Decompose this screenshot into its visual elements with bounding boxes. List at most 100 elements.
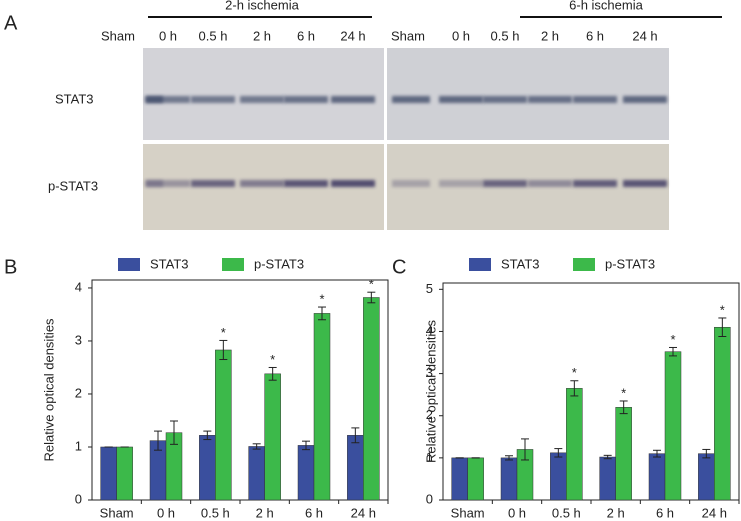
band bbox=[439, 180, 483, 187]
bar bbox=[714, 326, 731, 501]
bar bbox=[116, 446, 133, 501]
lane-label: 2 h bbox=[541, 28, 559, 43]
band bbox=[240, 180, 284, 187]
band bbox=[392, 180, 430, 187]
y-tick-label: 2 bbox=[426, 407, 433, 422]
error-bar bbox=[619, 400, 628, 415]
band bbox=[439, 96, 483, 103]
band bbox=[573, 96, 617, 103]
significance-marker: * bbox=[369, 277, 374, 292]
bar bbox=[248, 446, 265, 501]
bar bbox=[313, 313, 331, 501]
group-label: 6-h ischemia bbox=[569, 0, 643, 12]
band bbox=[331, 180, 375, 187]
error-bar bbox=[203, 430, 212, 441]
error-bar bbox=[252, 443, 261, 450]
significance-marker: * bbox=[572, 365, 577, 380]
significance-marker: * bbox=[720, 302, 725, 317]
blot-image bbox=[143, 48, 384, 140]
legend-swatch bbox=[118, 258, 140, 271]
y-tick-label: 0 bbox=[426, 491, 433, 506]
bar bbox=[550, 452, 567, 501]
significance-marker: * bbox=[670, 332, 675, 347]
error-bar bbox=[554, 448, 563, 458]
bar bbox=[363, 297, 380, 501]
significance-marker: * bbox=[621, 385, 626, 400]
x-tick-label: 2 h bbox=[607, 505, 625, 520]
y-tick-label: 4 bbox=[426, 323, 433, 338]
error-bar bbox=[521, 438, 529, 461]
y-tick-label: 5 bbox=[426, 281, 433, 296]
band bbox=[623, 180, 667, 187]
y-tick-label: 2 bbox=[75, 385, 82, 400]
bar bbox=[664, 351, 682, 501]
bar bbox=[698, 453, 715, 501]
bar bbox=[100, 446, 117, 501]
legend-label: STAT3 bbox=[501, 256, 540, 271]
x-tick-label: 6 h bbox=[656, 505, 674, 520]
bar bbox=[566, 388, 583, 501]
x-tick-label: 0 h bbox=[508, 505, 526, 520]
panel-label: B bbox=[4, 256, 17, 278]
error-bar bbox=[718, 317, 727, 338]
x-tick-label: Sham bbox=[100, 505, 134, 520]
band bbox=[331, 96, 375, 103]
legend-swatch bbox=[222, 258, 244, 271]
x-tick-label: 0.5 h bbox=[201, 505, 230, 520]
lane-label: 0 h bbox=[452, 28, 470, 43]
x-tick-label: 0.5 h bbox=[552, 505, 581, 520]
x-tick-label: Sham bbox=[451, 505, 485, 520]
bar bbox=[599, 456, 616, 501]
bar bbox=[347, 435, 364, 501]
band bbox=[191, 180, 235, 187]
legend-label: p-STAT3 bbox=[254, 256, 304, 271]
y-tick-label: 0 bbox=[75, 491, 82, 506]
x-tick-label: 6 h bbox=[305, 505, 323, 520]
bar bbox=[500, 457, 518, 501]
x-tick-label: 2 h bbox=[256, 505, 274, 520]
band bbox=[528, 180, 572, 187]
error-bar bbox=[653, 449, 661, 458]
y-axis-label: Relative optical densities bbox=[423, 319, 438, 463]
band bbox=[191, 96, 235, 103]
error-bar bbox=[318, 306, 326, 321]
x-tick-label: 24 h bbox=[702, 505, 727, 520]
lane-label: Sham bbox=[391, 28, 425, 43]
lane-label: 6 h bbox=[586, 28, 604, 43]
row-label: STAT3 bbox=[55, 91, 94, 106]
bar bbox=[215, 349, 232, 501]
y-tick-label: 1 bbox=[426, 449, 433, 464]
bar bbox=[264, 373, 281, 501]
y-axis-label: Relative optical densities bbox=[41, 318, 56, 462]
band bbox=[284, 96, 328, 103]
error-bar bbox=[570, 380, 579, 397]
bar bbox=[451, 457, 468, 501]
bar bbox=[297, 445, 315, 501]
band bbox=[146, 180, 190, 187]
bar bbox=[648, 453, 666, 501]
row-label: p-STAT3 bbox=[48, 178, 98, 193]
lane-label: 0 h bbox=[159, 28, 177, 43]
significance-marker: * bbox=[270, 352, 275, 367]
bar bbox=[615, 407, 632, 501]
y-tick-label: 3 bbox=[426, 365, 433, 380]
plot-frame bbox=[442, 282, 740, 501]
error-bar bbox=[669, 346, 677, 357]
bar bbox=[467, 457, 484, 501]
error-bar bbox=[219, 339, 228, 361]
error-bar bbox=[367, 291, 376, 304]
band bbox=[483, 96, 527, 103]
legend-label: STAT3 bbox=[150, 256, 189, 271]
lane-label: 0.5 h bbox=[199, 28, 228, 43]
error-bar bbox=[505, 455, 513, 461]
lane-label: 24 h bbox=[632, 28, 657, 43]
band bbox=[483, 180, 527, 187]
error-bar bbox=[154, 430, 162, 451]
band bbox=[573, 180, 617, 187]
band bbox=[623, 96, 667, 103]
error-bar bbox=[302, 440, 310, 451]
y-tick-label: 4 bbox=[75, 279, 82, 294]
lane-label: 24 h bbox=[340, 28, 365, 43]
x-tick-label: 24 h bbox=[351, 505, 376, 520]
y-tick-label: 3 bbox=[75, 332, 82, 347]
